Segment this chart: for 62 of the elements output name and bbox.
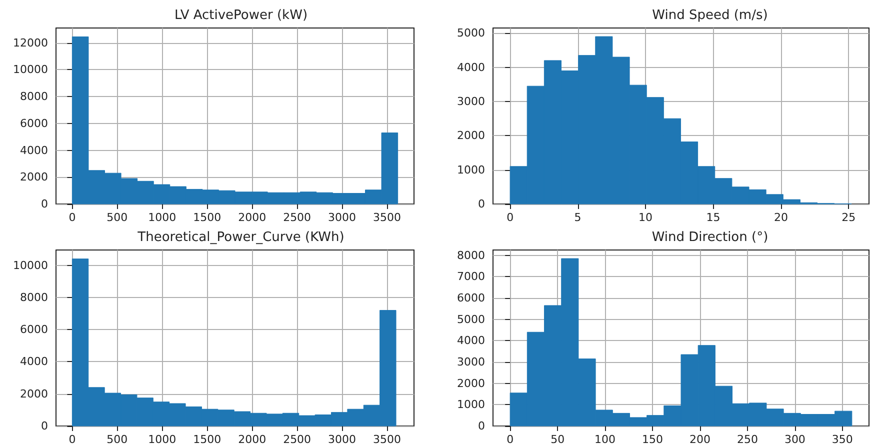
y-tick-label: 4000: [20, 355, 48, 368]
y-tick-label: 5000: [457, 26, 485, 40]
chart-title: Wind Speed (m/s): [652, 8, 768, 23]
x-tick-label: 500: [106, 433, 128, 446]
x-tick-label: 50: [550, 433, 565, 446]
y-tick-label: 4000: [20, 144, 48, 157]
chart-title: Theoretical_Power_Curve (KWh): [136, 230, 344, 245]
y-tick-label: 5000: [457, 312, 485, 326]
x-tick-label: 0: [68, 211, 76, 224]
x-tick-label: 3000: [328, 433, 356, 446]
y-tick-label: 0: [41, 420, 48, 432]
x-tick-label: 3000: [328, 211, 356, 224]
y-tick-label: 10000: [13, 63, 48, 76]
y-tick-label: 7000: [457, 270, 485, 284]
y-tick-label: 2000: [457, 129, 485, 142]
x-tick-label: 0: [506, 211, 514, 224]
y-tick-label: 2000: [20, 170, 48, 184]
y-tick-label: 3000: [457, 356, 485, 368]
x-tick-label: 2000: [238, 433, 266, 446]
chart-title: LV ActivePower (kW): [174, 8, 308, 23]
y-tick-label: 10000: [13, 258, 48, 272]
y-tick-label: 3000: [457, 94, 485, 108]
y-tick-label: 8000: [20, 290, 48, 304]
x-tick-label: 1500: [193, 433, 222, 446]
x-tick-label: 200: [689, 433, 710, 446]
x-tick-label: 1000: [148, 211, 176, 224]
x-tick-label: 10: [638, 211, 653, 224]
x-tick-label: 100: [594, 433, 616, 446]
y-tick-label: 1000: [457, 163, 485, 176]
y-tick-label: 0: [478, 420, 485, 432]
y-tick-label: 0: [478, 198, 485, 210]
x-tick-label: 15: [706, 211, 720, 224]
x-tick-label: 3500: [373, 211, 402, 224]
y-tick-label: 8000: [457, 248, 485, 262]
x-tick-label: 2500: [283, 211, 312, 224]
x-tick-label: 0: [68, 433, 76, 446]
y-tick-label: 12000: [13, 36, 48, 50]
x-tick-label: 300: [784, 433, 806, 446]
x-tick-label: 2500: [283, 433, 312, 446]
x-tick-label: 0: [506, 433, 514, 446]
x-tick-label: 250: [736, 433, 758, 446]
x-tick-label: 500: [106, 211, 128, 224]
y-tick-label: 6000: [20, 116, 48, 130]
x-tick-label: 1000: [148, 433, 176, 446]
y-tick-label: 0: [41, 198, 48, 210]
chart-title: Wind Direction (°): [652, 230, 768, 245]
y-tick-label: 2000: [457, 376, 485, 390]
y-tick-label: 2000: [20, 387, 48, 400]
y-tick-label: 8000: [20, 90, 48, 104]
y-tick-label: 4000: [457, 334, 485, 348]
x-tick-label: 1500: [193, 211, 222, 224]
y-tick-label: 6000: [20, 323, 48, 336]
x-tick-label: 3500: [373, 433, 402, 446]
x-tick-label: 25: [842, 211, 856, 224]
y-tick-label: 1000: [457, 398, 485, 412]
y-tick-label: 4000: [457, 60, 485, 74]
x-tick-label: 150: [642, 433, 664, 446]
x-tick-label: 5: [574, 211, 582, 224]
x-tick-label: 350: [832, 433, 853, 446]
x-tick-label: 20: [774, 211, 788, 224]
y-tick-label: 6000: [457, 292, 485, 304]
x-tick-label: 2000: [238, 211, 266, 224]
